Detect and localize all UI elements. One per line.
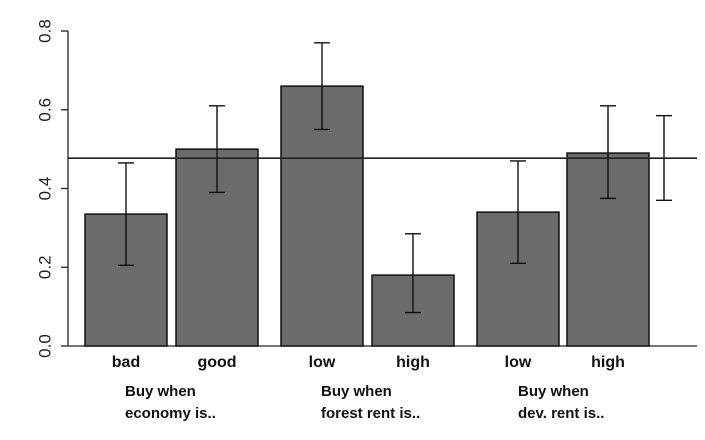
error-bars xyxy=(68,42,697,314)
y-tick-label: 0.6 xyxy=(35,98,54,122)
category-label: good xyxy=(197,354,236,371)
group-label-line2: economy is.. xyxy=(125,405,216,422)
bars xyxy=(68,85,697,347)
category-label: low xyxy=(505,354,532,371)
category-label: bad xyxy=(112,354,140,371)
y-tick-label: 0.4 xyxy=(35,177,54,201)
group-label-line2: dev. rent is.. xyxy=(518,405,604,422)
category-label: high xyxy=(591,354,625,371)
group-label-line2: forest rent is.. xyxy=(321,405,420,422)
category-label: low xyxy=(309,354,336,371)
group-labels: Buy when economy is.. Buy when forest rent … xyxy=(125,383,604,422)
category-label: high xyxy=(396,354,430,371)
group-label-line1: Buy when xyxy=(518,383,589,400)
y-tick-label: 0.2 xyxy=(35,255,54,279)
group-label-line1: Buy when xyxy=(321,383,392,400)
y-tick-label: 0.0 xyxy=(35,334,54,358)
y-axis: 0.0 0.2 0.4 0.6 0.8 xyxy=(35,19,69,358)
group-label-line1: Buy when xyxy=(125,383,196,400)
category-labels: bad good low high low high xyxy=(112,354,625,371)
y-tick-label: 0.8 xyxy=(35,19,54,43)
